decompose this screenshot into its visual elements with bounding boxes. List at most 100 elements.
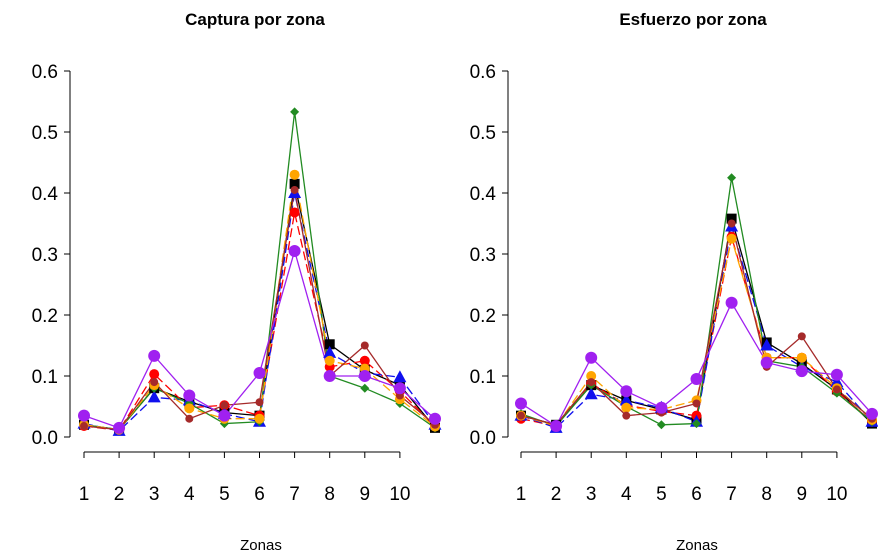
- x-tick-label: 1: [516, 484, 527, 505]
- data-point: [149, 369, 160, 380]
- data-point: [150, 378, 159, 387]
- series-line-1: [520, 218, 873, 426]
- data-point: [760, 356, 773, 369]
- y-tick-label: 0.0: [470, 428, 496, 449]
- data-point: [359, 355, 370, 366]
- data-point: [725, 296, 738, 309]
- data-point: [726, 213, 737, 224]
- series-line-2: [83, 212, 436, 431]
- x-tick-label: 6: [691, 484, 702, 505]
- data-point: [254, 413, 265, 424]
- data-point: [185, 414, 194, 423]
- x-tick-label: 9: [797, 484, 808, 505]
- data-point: [324, 355, 335, 366]
- data-point: [585, 351, 598, 364]
- x-tick-label: 7: [726, 484, 737, 505]
- y-tick-label: 0.3: [32, 245, 58, 266]
- data-point: [727, 173, 737, 183]
- data-point: [324, 339, 335, 350]
- data-point: [621, 402, 632, 413]
- y-tick-label: 0.5: [470, 123, 496, 144]
- data-point: [692, 399, 701, 408]
- data-point: [622, 411, 631, 420]
- series-line-3: [83, 192, 436, 432]
- data-point: [184, 403, 195, 414]
- data-point: [323, 370, 336, 382]
- chart-title: Esfuerzo por zona: [619, 10, 767, 29]
- x-axis-label: Zonas: [240, 537, 282, 554]
- data-point: [290, 107, 300, 117]
- y-tick-label: 0.3: [470, 245, 496, 266]
- data-point: [586, 371, 597, 381]
- data-point: [795, 365, 808, 378]
- x-tick-label: 9: [360, 484, 371, 505]
- series-line-4: [520, 177, 873, 427]
- data-point: [358, 370, 371, 382]
- data-point: [360, 383, 370, 393]
- data-point: [429, 412, 441, 425]
- y-tick-label: 0.2: [470, 306, 496, 327]
- data-point: [656, 420, 666, 430]
- x-tick-label: 3: [586, 484, 597, 505]
- x-tick-label: 1: [79, 484, 90, 505]
- series-line-3: [520, 226, 873, 429]
- data-point: [289, 207, 300, 218]
- series-line-6: [520, 223, 873, 426]
- data-point: [619, 393, 633, 406]
- data-point: [727, 219, 736, 228]
- data-point: [80, 422, 88, 431]
- x-tick-label: 10: [826, 484, 847, 505]
- data-point: [830, 375, 844, 388]
- data-point: [220, 401, 229, 410]
- data-point: [830, 368, 843, 381]
- x-tick-label: 5: [219, 484, 230, 505]
- data-point: [289, 169, 300, 180]
- y-tick-label: 0.5: [32, 123, 58, 144]
- data-point: [255, 398, 264, 407]
- data-point: [832, 385, 841, 394]
- data-point: [517, 411, 525, 420]
- y-tick-label: 0.0: [32, 428, 58, 449]
- data-point: [360, 341, 369, 350]
- x-tick-label: 2: [114, 484, 125, 505]
- y-tick-label: 0.6: [470, 62, 496, 83]
- data-point: [655, 401, 668, 414]
- data-point: [289, 178, 300, 189]
- data-point: [726, 233, 737, 244]
- data-point: [550, 420, 563, 433]
- chart-panel-2: Esfuerzo por zona 0.0 0.1 0.2 0.3 0.4 0.5 0.6 1 2…: [470, 10, 878, 554]
- x-tick-label: 3: [149, 484, 160, 505]
- data-point: [584, 387, 598, 400]
- y-tick-label: 0.2: [32, 306, 58, 327]
- data-point: [866, 407, 878, 420]
- y-tick-label: 0.1: [32, 367, 58, 388]
- data-point: [692, 419, 701, 429]
- data-point: [288, 244, 301, 257]
- plot-area: [514, 173, 878, 433]
- series-line-5: [83, 174, 436, 431]
- data-point: [253, 366, 266, 379]
- y-tick-label: 0.1: [470, 367, 496, 388]
- data-point: [797, 332, 806, 341]
- y-tick-label: 0.4: [32, 184, 59, 205]
- x-axis-label: Zonas: [676, 537, 718, 554]
- x-tick-label: 8: [761, 484, 772, 505]
- data-point: [620, 385, 633, 398]
- chart-title: Captura por zona: [185, 10, 325, 29]
- data-point: [515, 397, 527, 410]
- data-point: [113, 421, 126, 434]
- data-point: [78, 409, 90, 422]
- x-tick-label: 4: [621, 484, 632, 505]
- data-point: [393, 370, 407, 383]
- data-point: [218, 409, 231, 422]
- x-tick-label: 10: [389, 484, 410, 505]
- y-tick-label: 0.4: [470, 184, 497, 205]
- y-tick-label: 0.6: [32, 62, 58, 83]
- data-point: [323, 345, 337, 358]
- data-point: [183, 389, 196, 402]
- data-point: [760, 338, 774, 351]
- series-line-6: [83, 189, 436, 431]
- data-point: [147, 390, 161, 403]
- data-point: [690, 373, 703, 386]
